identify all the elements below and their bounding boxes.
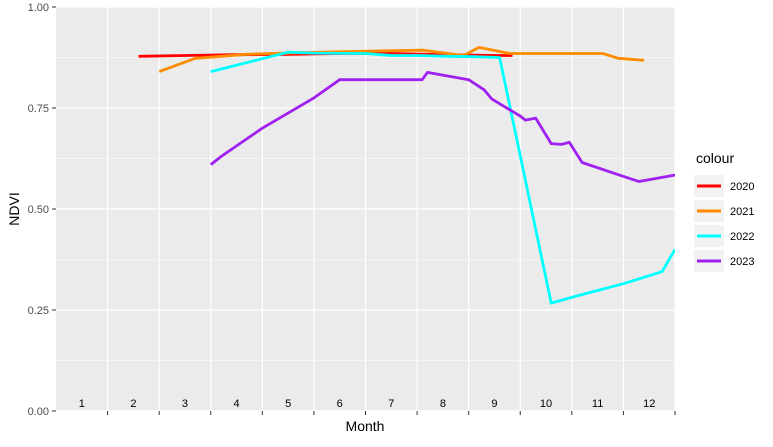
x-category-label: 9 <box>491 398 497 410</box>
y-tick-label: 0.75 <box>28 103 49 115</box>
y-tick-label: 0.00 <box>28 406 49 418</box>
y-tick-label: 0.25 <box>28 305 49 317</box>
legend-label-2022: 2022 <box>730 231 754 243</box>
x-category-label: 11 <box>592 398 603 410</box>
x-category-label: 12 <box>643 398 655 410</box>
x-category-label: 10 <box>540 398 552 410</box>
y-tick-label: 0.50 <box>28 204 49 216</box>
legend-title: colour <box>696 150 734 166</box>
x-category-label: 2 <box>130 398 136 410</box>
legend-label-2020: 2020 <box>730 181 754 193</box>
y-axis-title: NDVI <box>6 192 22 225</box>
x-category-label: 3 <box>182 398 188 410</box>
x-category-label: 5 <box>285 398 291 410</box>
legend-label-2023: 2023 <box>730 256 754 268</box>
x-axis-labels: 1 2 3 4 5 6 7 8 9 10 11 12 <box>79 398 656 410</box>
x-category-label: 7 <box>388 398 394 410</box>
series-line-2023 <box>209 71 675 183</box>
series-lines <box>138 46 675 305</box>
legend-label-2021: 2021 <box>730 206 754 218</box>
x-axis-title: Month <box>346 418 385 434</box>
legend: colour 2020 2021 2022 2023 <box>694 150 754 272</box>
y-tick-label: 1.00 <box>28 2 49 14</box>
x-category-label: 6 <box>337 398 343 410</box>
x-category-label: 8 <box>440 398 446 410</box>
x-category-label: 4 <box>233 398 239 410</box>
x-axis <box>107 411 676 415</box>
series-line-2021 <box>158 46 645 73</box>
y-axis: 0.00 0.25 0.50 0.75 1.00 <box>28 2 56 418</box>
series-line-2022 <box>210 50 675 305</box>
x-category-label: 1 <box>79 398 85 410</box>
